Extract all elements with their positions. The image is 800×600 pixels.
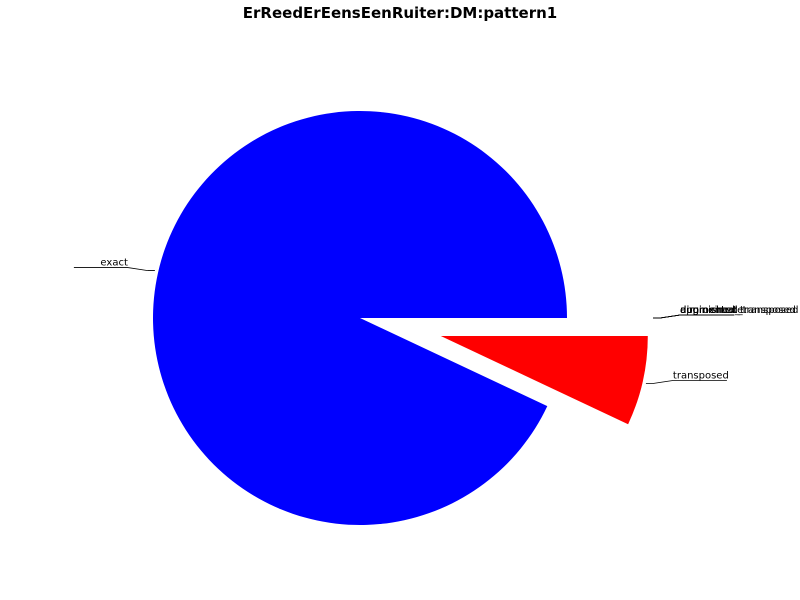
slice-label-diminished-transposed: diminished_transposed — [680, 305, 796, 316]
leader-line-exact — [73, 267, 155, 271]
pie-slice-exact — [153, 110, 568, 525]
chart-title: ErReedErEensEenRuiter:DM:pattern1 — [242, 4, 558, 22]
leader-line-transposed — [645, 380, 727, 384]
slice-label-exact: exact — [100, 258, 128, 269]
leader-line-approximate — [653, 314, 735, 319]
slice-label-augmented-transposed: augmented_transposed — [680, 305, 798, 316]
slice-label-transposed: transposed — [673, 370, 729, 381]
slice-label-diminished: diminished — [680, 305, 735, 316]
slices-layer — [153, 110, 648, 525]
slice-label-approximate: approximate — [680, 305, 743, 316]
labels-layer: exact transposed augmenteddiminishedaugmen… — [73, 258, 799, 384]
slice-label-augmented: augmented — [680, 305, 737, 316]
pie-slice-transposed — [440, 336, 648, 425]
